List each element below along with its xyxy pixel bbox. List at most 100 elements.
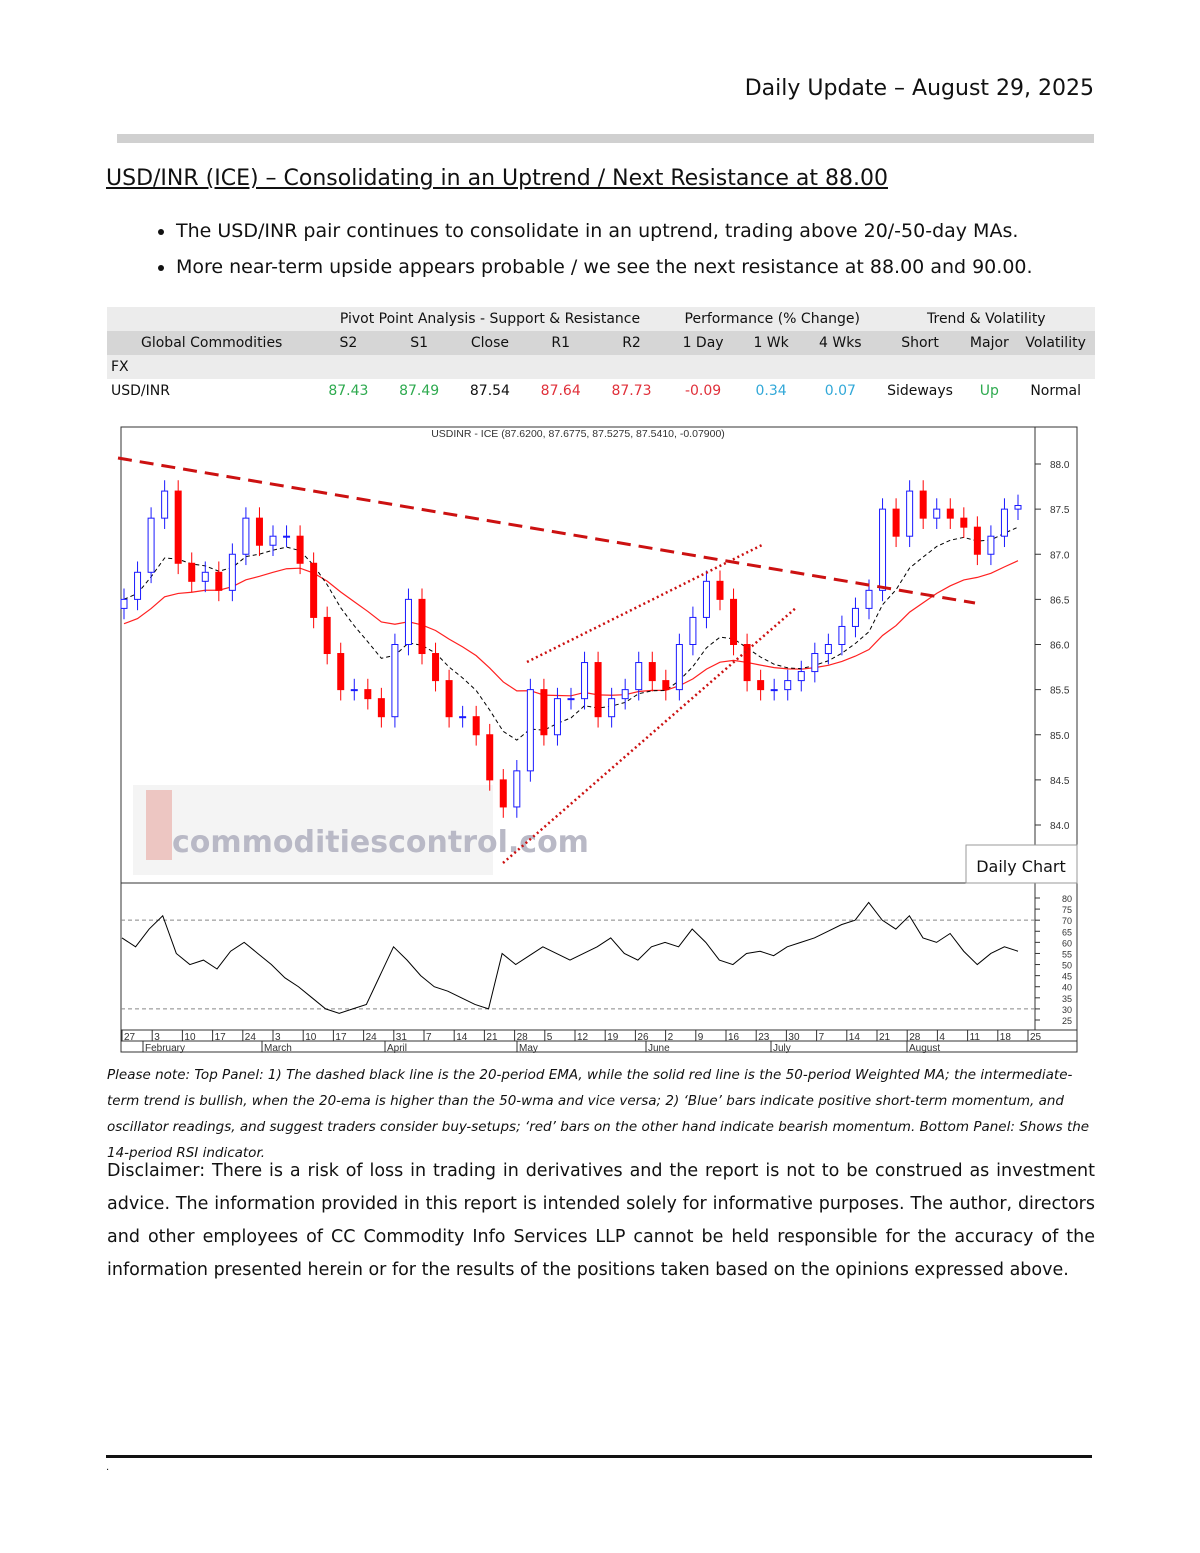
candle: [228, 553, 236, 591]
candle: [879, 508, 887, 591]
candle: [838, 625, 846, 646]
price-tick-label: 86.5: [1050, 595, 1070, 606]
candle: [161, 490, 169, 519]
date-tick-label: 24: [245, 1032, 257, 1043]
date-tick-label: 25: [1030, 1032, 1042, 1043]
date-tick-label: 17: [215, 1032, 227, 1043]
date-tick-label: 27: [124, 1032, 136, 1043]
daily-chart-label: Daily Chart: [976, 857, 1066, 876]
candle: [499, 779, 507, 808]
candle: [418, 598, 426, 655]
pivot-table: Pivot Point Analysis - Support & Resista…: [107, 307, 1095, 403]
report-date-header: Daily Update – August 29, 2025: [744, 76, 1094, 101]
date-tick-label: 7: [426, 1032, 432, 1043]
candle: [526, 689, 534, 772]
date-tick-label: 30: [788, 1032, 800, 1043]
month-label: August: [909, 1043, 940, 1054]
candle: [174, 490, 182, 564]
rsi-line: [121, 901, 1019, 1014]
candle: [513, 770, 521, 808]
column-header: Major: [969, 335, 1009, 351]
candle: [296, 535, 304, 564]
cell: Normal: [1030, 383, 1081, 399]
candle: [1000, 508, 1008, 537]
candle: [702, 580, 710, 618]
chart-footnote: Please note: Top Panel: 1) The dashed bl…: [107, 1067, 1090, 1161]
watermark-logo-icon: [146, 790, 172, 860]
candle: [242, 517, 250, 555]
candle: [906, 490, 914, 537]
column-header: R1: [551, 335, 571, 351]
date-tick-label: 26: [637, 1032, 649, 1043]
column-header: S2: [339, 335, 358, 351]
rsi-tick-label: 60: [1062, 938, 1072, 948]
price-tick-label: 88.0: [1050, 460, 1070, 471]
candle: [662, 680, 670, 691]
date-tick-label: 23: [758, 1032, 770, 1043]
candle: [608, 698, 616, 718]
date-tick-label: 10: [305, 1032, 317, 1043]
date-tick-label: 12: [577, 1032, 589, 1043]
rsi-tick-label: 45: [1062, 972, 1072, 982]
rsi-tick-label: 65: [1062, 927, 1072, 937]
cell: 87.73: [611, 383, 652, 399]
column-header: 1 Day: [682, 335, 724, 351]
month-label: May: [519, 1043, 538, 1054]
group-performance: Performance (% Change): [684, 311, 860, 327]
date-tick-label: 10: [184, 1032, 196, 1043]
column-header: Short: [901, 335, 939, 351]
cell: Sideways: [887, 383, 953, 399]
rsi-tick-label: 50: [1062, 961, 1072, 971]
price-tick-label: 87.0: [1050, 550, 1070, 561]
rsi-tick-label: 55: [1062, 949, 1072, 959]
candle: [459, 716, 467, 719]
cell: 87.54: [469, 383, 510, 399]
header-divider: [117, 134, 1094, 143]
rsi-tick-label: 35: [1062, 994, 1072, 1004]
footer-rule: [106, 1455, 1092, 1458]
cell: 87.49: [399, 383, 440, 399]
candle: [743, 644, 751, 682]
candle: [757, 680, 765, 691]
candle: [987, 535, 995, 555]
candle: [851, 607, 859, 627]
candle: [215, 571, 223, 591]
date-tick-label: 17: [335, 1032, 347, 1043]
candle: [960, 517, 968, 528]
candle: [432, 653, 440, 682]
month-label: February: [145, 1043, 185, 1054]
candle: [689, 616, 697, 645]
price-tick-label: 85.5: [1050, 686, 1070, 697]
chart-frame: [120, 426, 1078, 1053]
cell: 0.07: [824, 383, 856, 399]
month-label: July: [773, 1043, 791, 1054]
daily-chart-box: [965, 844, 1078, 884]
candle: [621, 689, 629, 700]
date-tick-label: 21: [486, 1032, 498, 1043]
section-fx: FX: [111, 359, 129, 375]
rsi-tick-label: 30: [1062, 1005, 1072, 1015]
candle: [310, 562, 318, 618]
candle: [134, 571, 142, 600]
bullet: More near-term upside appears probable /…: [176, 256, 1033, 278]
candle: [919, 490, 927, 519]
candle: [581, 662, 589, 700]
date-tick-label: 28: [909, 1032, 921, 1043]
candle: [337, 653, 345, 691]
candle: [567, 698, 575, 701]
column-header: 1 Wk: [753, 335, 789, 351]
candle: [445, 680, 453, 718]
candle: [1014, 505, 1022, 510]
column-header: Global Commodities: [141, 335, 283, 351]
candle: [283, 535, 291, 538]
date-tick-label: 18: [1000, 1032, 1012, 1043]
candle: [377, 698, 385, 718]
candle: [553, 698, 561, 736]
rsi-tick-label: 40: [1062, 983, 1072, 993]
candle: [323, 616, 331, 655]
chart-title: USDINR - ICE (87.6200, 87.6775, 87.5275,…: [431, 428, 725, 440]
ema-20-line: [123, 526, 1019, 741]
column-header: S1: [410, 335, 429, 351]
candle: [540, 689, 548, 736]
